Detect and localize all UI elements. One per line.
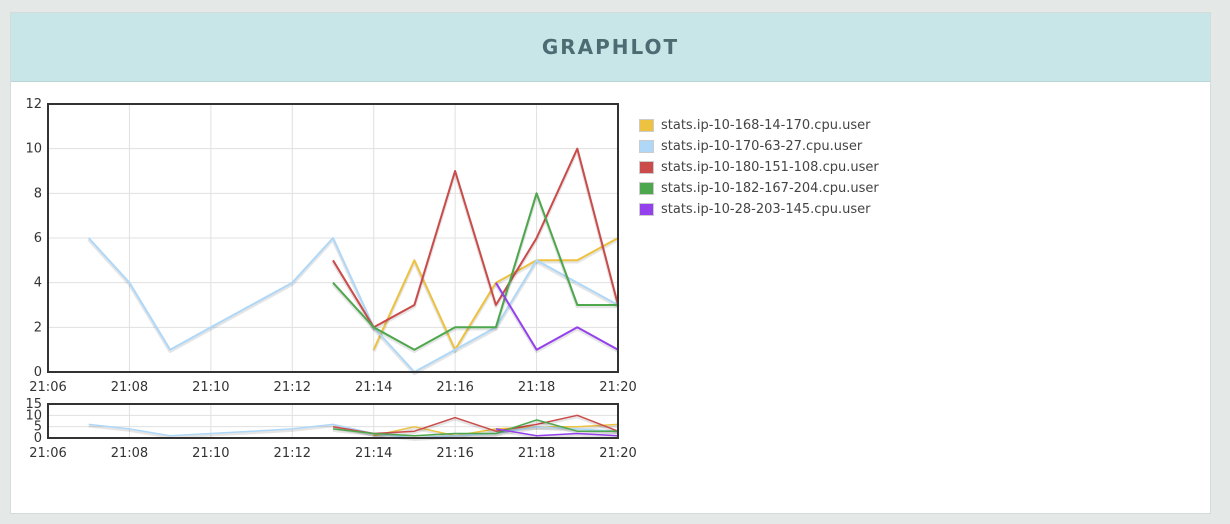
main-x-tick-label: 21:16 <box>436 380 473 395</box>
main-x-tick-label: 21:06 <box>29 380 66 395</box>
overview-y-tick-label: 0 <box>34 431 42 446</box>
overview-x-tick-label: 21:10 <box>192 446 229 461</box>
main-y-tick-label: 6 <box>34 231 42 246</box>
legend-label: stats.ip-10-180-151-108.cpu.user <box>661 160 879 175</box>
legend-swatch <box>639 203 654 216</box>
main-x-tick-label: 21:10 <box>192 380 229 395</box>
main-x-tick-label: 21:08 <box>111 380 148 395</box>
overview-y-tick-label: 5 <box>34 420 42 435</box>
overview-y-tick-label: 10 <box>25 408 42 423</box>
main-series-line-1-0 <box>87 237 619 373</box>
overview-y-tick-label: 15 <box>25 397 42 412</box>
overview-series-shadow-4-0 <box>495 428 619 439</box>
legend-item: stats.ip-10-168-14-170.cpu.user <box>639 115 879 136</box>
overview-x-tick-label: 21:18 <box>518 446 555 461</box>
main-x-tick-label: 21:20 <box>599 380 636 395</box>
main-y-tick-label: 2 <box>34 320 42 335</box>
main-series-line-2-0 <box>332 147 619 329</box>
main-y-tick-label: 4 <box>34 276 42 291</box>
overview-x-tick-label: 21:08 <box>111 446 148 461</box>
main-x-tick-label: 21:18 <box>518 380 555 395</box>
overview-x-tick-label: 21:06 <box>29 446 66 461</box>
main-x-tick-label: 21:12 <box>274 380 311 395</box>
legend-label: stats.ip-10-182-167-204.cpu.user <box>661 181 879 196</box>
legend-item: stats.ip-10-170-63-27.cpu.user <box>639 136 879 157</box>
legend-swatch <box>639 119 654 132</box>
main-y-tick-label: 10 <box>25 142 42 157</box>
overview-x-tick-label: 21:14 <box>355 446 392 461</box>
overview-plot-frame <box>47 403 619 439</box>
legend-swatch <box>639 161 654 174</box>
overview-x-tick-label: 21:12 <box>274 446 311 461</box>
main-series-line-3-0 <box>332 192 618 351</box>
main-y-tick-label: 8 <box>34 186 42 201</box>
page-title: GRAPHLOT <box>541 35 680 59</box>
overview-x-tick-label: 21:20 <box>599 446 636 461</box>
main-y-tick-label: 12 <box>25 97 42 112</box>
legend-label: stats.ip-10-168-14-170.cpu.user <box>661 118 871 133</box>
legend-label: stats.ip-10-28-203-145.cpu.user <box>661 202 871 217</box>
legend-item: stats.ip-10-180-151-108.cpu.user <box>639 157 879 178</box>
legend-label: stats.ip-10-170-63-27.cpu.user <box>661 139 863 154</box>
main-series-line-4-0 <box>495 282 619 351</box>
legend-swatch <box>639 140 654 153</box>
overview-series-line-3-0 <box>332 419 618 437</box>
panel-header: GRAPHLOT <box>11 13 1210 82</box>
legend: stats.ip-10-168-14-170.cpu.user stats.ip-… <box>639 115 879 220</box>
overview-series-line-4-0 <box>495 428 619 437</box>
overview-x-tick-label: 21:16 <box>436 446 473 461</box>
overview-series-shadow-3-0 <box>332 419 618 439</box>
legend-item: stats.ip-10-182-167-204.cpu.user <box>639 178 879 199</box>
overview-series-line-1-0 <box>88 423 619 439</box>
main-plot-frame <box>47 103 619 373</box>
main-series-shadow-0-0 <box>372 237 619 353</box>
main-y-tick-label: 0 <box>34 365 42 380</box>
legend-swatch <box>639 182 654 195</box>
main-x-tick-label: 21:14 <box>355 380 392 395</box>
legend-item: stats.ip-10-28-203-145.cpu.user <box>639 199 879 220</box>
